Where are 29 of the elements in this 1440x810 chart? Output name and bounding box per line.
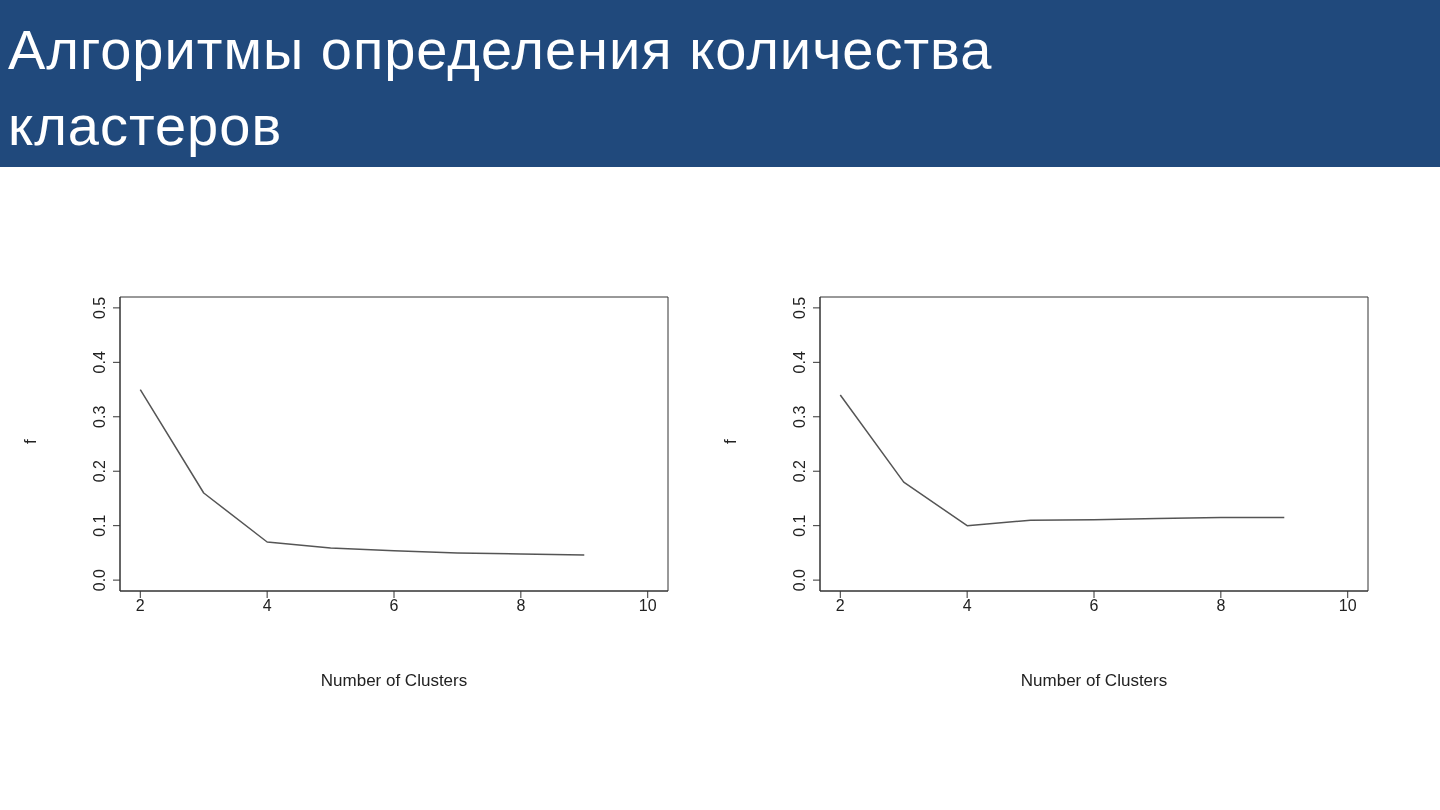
y-tick-label: 0.4 xyxy=(91,351,108,374)
x-tick-label: 10 xyxy=(1338,597,1357,615)
y-tick-label: 0.2 xyxy=(791,460,808,483)
x-tick-label: 6 xyxy=(389,597,399,615)
x-axis-title: Number of Clusters xyxy=(320,671,468,690)
y-axis-title: f xyxy=(721,439,741,444)
y-tick-label: 0.0 xyxy=(91,568,108,592)
y-tick-label: 0.1 xyxy=(91,514,108,537)
x-tick-label: 8 xyxy=(516,597,526,615)
y-axis-title: f xyxy=(21,439,41,444)
line-series xyxy=(139,388,586,556)
chart-title: Алгоритмы определения количества кластеров xyxy=(8,17,994,159)
y-tick-label: 0.1 xyxy=(791,514,808,537)
y-tick-label: 0.3 xyxy=(91,405,108,428)
y-tick-label: 0.5 xyxy=(791,296,808,320)
x-tick-label: 10 xyxy=(638,597,657,615)
x-tick-label: 8 xyxy=(1216,597,1226,615)
x-axis-title: Number of Clusters xyxy=(1020,671,1168,690)
x-tick-label: 6 xyxy=(1089,597,1099,615)
x-tick-label: 4 xyxy=(262,597,272,615)
x-tick-label: 2 xyxy=(135,597,145,615)
x-tick-label: 2 xyxy=(835,597,845,615)
line-series xyxy=(839,394,1286,527)
y-tick-label: 0.3 xyxy=(791,405,808,428)
y-tick-label: 0.2 xyxy=(91,460,108,483)
x-tick-label: 4 xyxy=(962,597,972,615)
y-tick-label: 0.5 xyxy=(91,296,108,320)
y-tick-label: 0.4 xyxy=(791,351,808,374)
y-tick-label: 0.0 xyxy=(791,568,808,592)
